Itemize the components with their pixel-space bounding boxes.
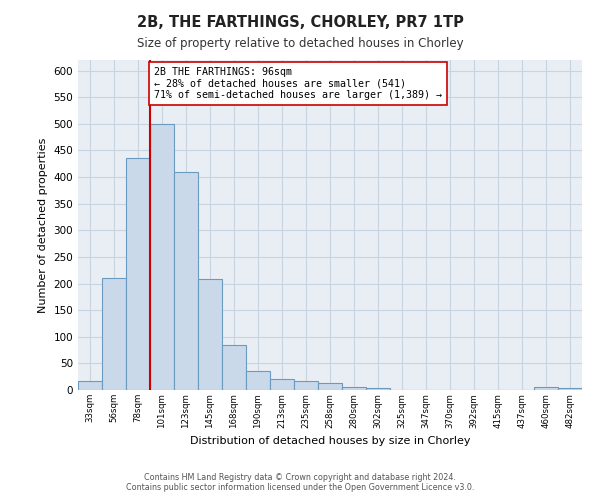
Bar: [222, 345, 246, 390]
Text: Size of property relative to detached houses in Chorley: Size of property relative to detached ho…: [137, 38, 463, 51]
Bar: [126, 158, 150, 390]
Y-axis label: Number of detached properties: Number of detached properties: [38, 138, 48, 312]
Text: 2B THE FARTHINGS: 96sqm
← 28% of detached houses are smaller (541)
71% of semi-d: 2B THE FARTHINGS: 96sqm ← 28% of detache…: [154, 67, 442, 100]
Bar: [270, 380, 294, 390]
Bar: [294, 381, 318, 390]
X-axis label: Distribution of detached houses by size in Chorley: Distribution of detached houses by size …: [190, 436, 470, 446]
Bar: [150, 124, 174, 390]
Bar: [102, 278, 126, 390]
Bar: [534, 388, 558, 390]
Bar: [246, 372, 270, 390]
Bar: [78, 381, 102, 390]
Bar: [174, 172, 198, 390]
Bar: [342, 388, 366, 390]
Bar: [366, 388, 390, 390]
Bar: [198, 280, 222, 390]
Bar: [318, 383, 342, 390]
Text: 2B, THE FARTHINGS, CHORLEY, PR7 1TP: 2B, THE FARTHINGS, CHORLEY, PR7 1TP: [137, 15, 463, 30]
Text: Contains HM Land Registry data © Crown copyright and database right 2024.
Contai: Contains HM Land Registry data © Crown c…: [126, 473, 474, 492]
Bar: [558, 388, 582, 390]
